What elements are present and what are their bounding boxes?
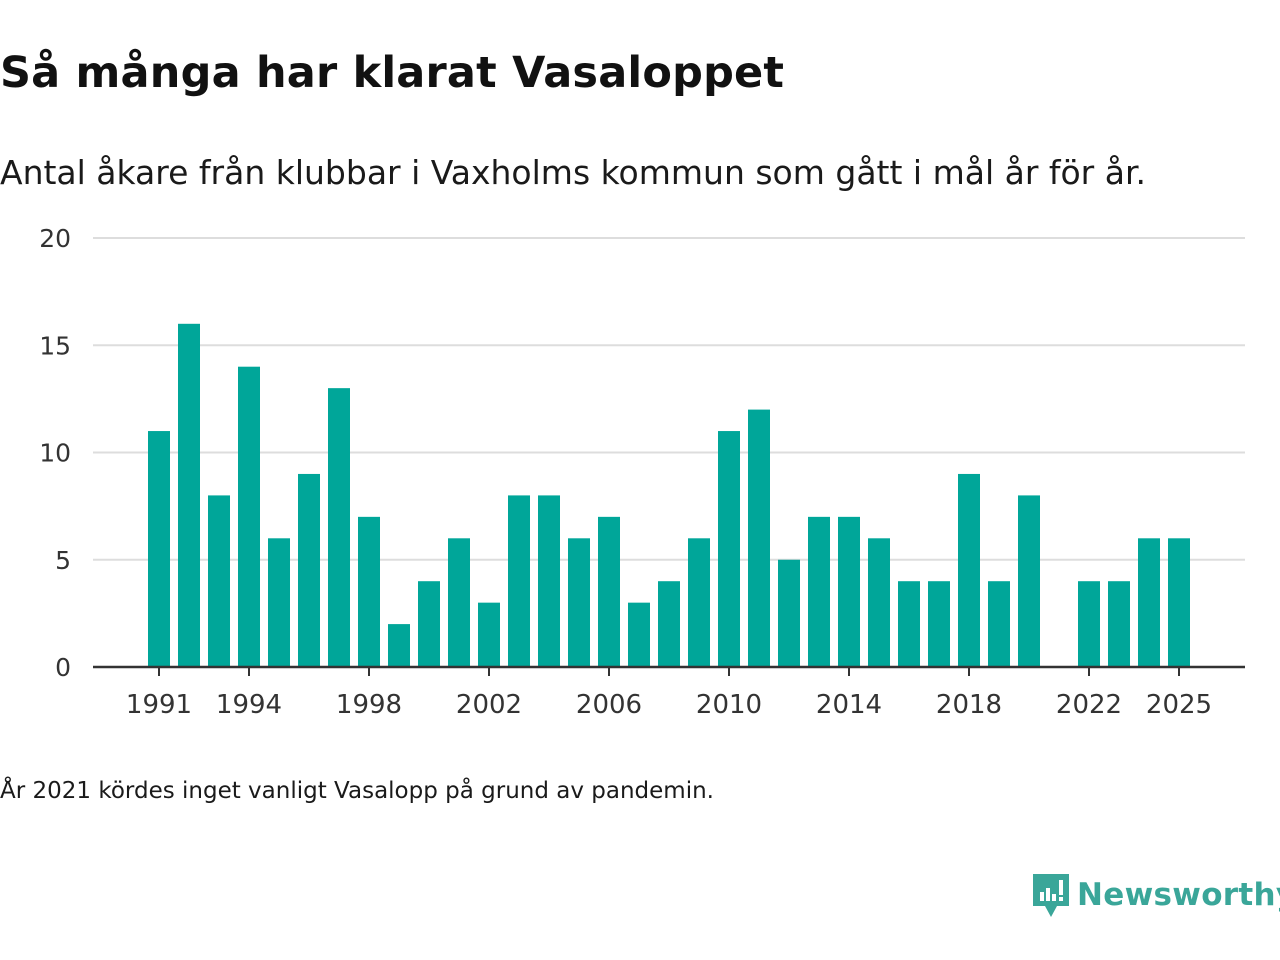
y-tick-label: 15 — [39, 331, 71, 360]
bar-2019 — [988, 581, 1010, 667]
y-tick-label: 5 — [55, 546, 71, 575]
x-tick-label: 2022 — [1056, 690, 1122, 715]
chart-title: Så många har klarat Vasaloppet — [0, 48, 785, 98]
newsworthy-logo[interactable]: Newsworthy — [1031, 870, 1280, 920]
y-tick-label: 10 — [39, 439, 71, 468]
bar-1996 — [298, 473, 320, 667]
bar-2017 — [928, 581, 950, 667]
x-tick-label: 2014 — [816, 690, 882, 715]
bar-2023 — [1108, 581, 1130, 667]
bar-2025 — [1168, 538, 1190, 667]
bar-2013 — [808, 516, 830, 667]
bar-1992 — [178, 323, 200, 667]
bar-2008 — [658, 581, 680, 667]
x-tick-label: 1991 — [126, 690, 192, 715]
x-tick-label: 2025 — [1146, 690, 1212, 715]
chart-subtitle: Antal åkare från klubbar i Vaxholms komm… — [0, 153, 1146, 192]
x-tick-label: 1998 — [336, 690, 402, 715]
bar-1997 — [328, 388, 350, 667]
bar-2020 — [1018, 495, 1040, 667]
bar-2002 — [478, 602, 500, 667]
x-tick-label: 2018 — [936, 690, 1002, 715]
bar-2018 — [958, 473, 980, 667]
bar-2007 — [628, 602, 650, 667]
bar-2005 — [568, 538, 590, 667]
bar-2012 — [778, 559, 800, 667]
bar-2014 — [838, 516, 860, 667]
bar-1995 — [268, 538, 290, 667]
bar-2010 — [718, 431, 740, 667]
bar-1998 — [358, 516, 380, 667]
bar-2015 — [868, 538, 890, 667]
bar-1993 — [208, 495, 230, 667]
x-tick-label: 2010 — [696, 690, 762, 715]
x-tick-label: 2006 — [576, 690, 642, 715]
bar-2011 — [748, 409, 770, 667]
brand-name: Newsworthy — [1077, 877, 1280, 913]
bar-2024 — [1138, 538, 1160, 667]
x-tick-label: 1994 — [216, 690, 282, 715]
bar-2000 — [418, 581, 440, 667]
y-tick-label: 20 — [39, 224, 71, 253]
x-tick-label: 2002 — [456, 690, 522, 715]
footnote: År 2021 kördes inget vanligt Vasalopp på… — [0, 778, 714, 804]
bar-1991 — [148, 431, 170, 667]
y-tick-label: 0 — [55, 653, 71, 682]
bar-2022 — [1078, 581, 1100, 667]
bar-chart: 0 5 10 15 20 1991 1994 1998 2002 2006 2010 2014 2018… — [39, 224, 1245, 715]
bar-1999 — [388, 624, 410, 667]
bar-2009 — [688, 538, 710, 667]
bar-2001 — [448, 538, 470, 667]
bar-2016 — [898, 581, 920, 667]
bar-2006 — [598, 516, 620, 667]
bar-2003 — [508, 495, 530, 667]
bar-1994 — [238, 366, 260, 667]
newsworthy-logo-icon — [1033, 874, 1069, 917]
bar-2004 — [538, 495, 560, 667]
